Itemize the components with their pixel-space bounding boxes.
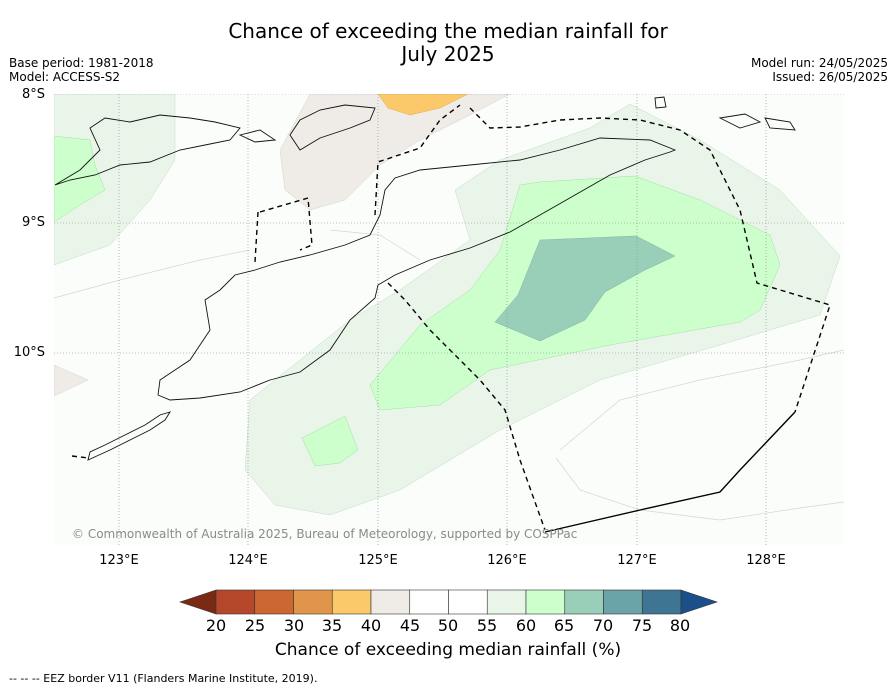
colorbar-tick-label: 75: [631, 616, 653, 635]
colorbar-tick-label: 25: [244, 616, 266, 635]
zone-35-40: [377, 94, 469, 116]
issued-date: Issued: 26/05/2025: [772, 70, 888, 84]
colorbar-segment: [641, 589, 682, 615]
zone-45-50-north: [279, 94, 511, 211]
colorbar-label: Chance of exceeding median rainfall (%): [274, 640, 622, 660]
zone-65-70: [494, 235, 676, 342]
colorbar-tick-label: 80: [669, 616, 691, 635]
colorbar-tick-label: 35: [321, 616, 343, 635]
colorbar-segment: [486, 589, 527, 615]
colorbar-segment: [254, 589, 294, 615]
colorbar-tick-label: 60: [515, 616, 537, 635]
title-line-1: Chance of exceeding the median rainfall …: [228, 19, 668, 43]
colorbar-segment: [293, 589, 333, 615]
colorbar-segment: [370, 589, 411, 615]
zone-55-60-west: [54, 94, 176, 266]
lat-label-8s: 8°S: [21, 87, 45, 102]
coastlines: [54, 96, 796, 461]
lon-label-125e: 125°E: [358, 553, 398, 568]
colorbar-extend-low: [179, 589, 217, 615]
colorbar-tick-label: 70: [592, 616, 614, 635]
colorbar-segment: [525, 589, 566, 615]
colorbar-segment: [331, 589, 372, 615]
colorbar-segment: [603, 589, 643, 615]
colorbar-segment: [448, 589, 488, 615]
zone-45-50-west: [54, 364, 89, 397]
meta-right: Model run: 24/05/2025 Issued: 26/05/2025: [751, 56, 888, 84]
lon-label-123e: 123°E: [99, 553, 139, 568]
title-line-2: July 2025: [401, 42, 495, 66]
lon-label-126e: 126°E: [487, 553, 527, 568]
gridlines: [54, 94, 844, 545]
colorbar-tick-label: 65: [553, 616, 575, 635]
colorbar-extend-high: [680, 589, 718, 615]
map-title: Chance of exceeding the median rainfall …: [0, 20, 896, 66]
colorbar-tick-label: 55: [476, 616, 498, 635]
eez-border: [71, 104, 831, 531]
colorbar-segment: [215, 589, 256, 615]
lon-label-124e: 124°E: [228, 553, 268, 568]
colorbar-tick-label: 50: [437, 616, 459, 635]
model-run: Model run: 24/05/2025: [750, 56, 888, 70]
colorbar-tick-label: 30: [283, 616, 305, 635]
meta-left: Base period: 1981-2018 Model: ACCESS-S2: [9, 56, 154, 84]
eez-solid-border: [544, 411, 796, 533]
colorbar-tick-label: 45: [399, 616, 421, 635]
lat-label-9s: 9°S: [21, 215, 45, 230]
faint-contours: [54, 229, 844, 521]
colorbar-segment: [564, 589, 604, 615]
eez-footnote: -- -- -- EEZ border V11 (Flanders Marine…: [9, 672, 318, 685]
lat-label-10s: 10°S: [13, 345, 45, 360]
model-name: Model: ACCESS-S2: [9, 70, 121, 84]
base-period: Base period: 1981-2018: [9, 56, 154, 70]
copyright-notice: © Commonwealth of Australia 2025, Bureau…: [72, 527, 578, 541]
lon-label-127e: 127°E: [617, 553, 657, 568]
colorbar-tick-label: 40: [360, 616, 382, 635]
lon-label-128e: 128°E: [746, 553, 786, 568]
colorbar: [179, 589, 718, 615]
colorbar-segment: [409, 589, 449, 615]
zone-60-65-small: [301, 415, 359, 467]
colorbar-tick-label: 20: [205, 616, 227, 635]
map-area: [54, 94, 844, 545]
